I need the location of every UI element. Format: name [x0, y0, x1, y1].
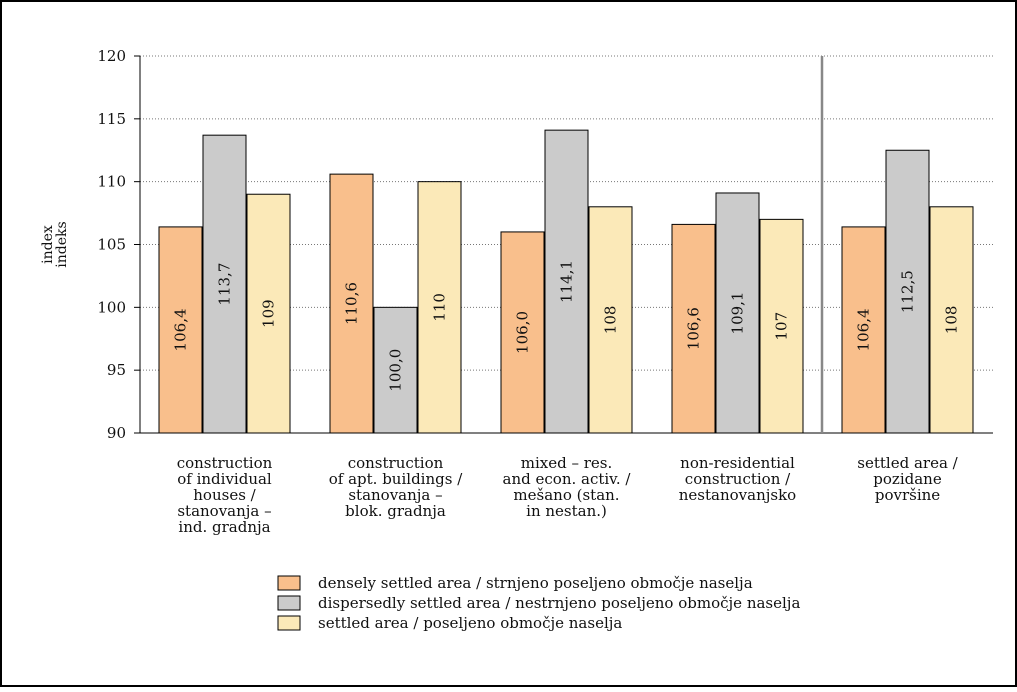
bar-value-label: 106,4	[172, 308, 190, 351]
x-category-label: construction of individual houses / stanova…	[177, 454, 273, 536]
legend-label: settled area / poseljeno območje naselja	[318, 614, 622, 632]
bar-value-label: 106,0	[514, 311, 532, 354]
y-tick-label: 95	[107, 361, 126, 379]
legend-label: densely settled area / strnjeno poseljen…	[318, 574, 753, 592]
bar	[841, 226, 886, 434]
x-category-label-line: settled area /	[857, 454, 958, 472]
bar	[329, 173, 374, 434]
x-category-label-line: construction /	[685, 470, 791, 488]
y-tick-label: 90	[107, 424, 126, 442]
x-category-label-line: pozidane	[873, 470, 942, 488]
legend-swatch	[277, 615, 301, 631]
bar-value-label: 109,1	[729, 292, 747, 335]
bar	[202, 134, 247, 434]
bar	[246, 193, 291, 434]
bar-value-label: 110,6	[343, 282, 361, 325]
bar-value-label: 113,7	[216, 263, 234, 306]
bar-value-label: 110	[431, 293, 449, 322]
y-axis-label: indexindeks	[40, 221, 70, 267]
x-category-label-line: and econ. activ. /	[503, 470, 632, 488]
bar	[158, 226, 203, 434]
y-tick-label: 120	[97, 47, 126, 65]
y-tick-label: 100	[97, 298, 126, 316]
bar-value-label: 114,1	[558, 260, 576, 303]
x-category-label-line: nestanovanjsko	[679, 486, 796, 504]
x-category-label: construction of apt. buildings / stanovanj…	[329, 454, 463, 520]
bar	[715, 192, 760, 434]
y-tick-label: 105	[97, 236, 126, 254]
bar	[588, 206, 633, 434]
bar	[417, 181, 462, 434]
bar	[759, 218, 804, 434]
x-category-label-line: construction	[177, 454, 273, 472]
x-category-label: settled area / pozidane površine	[857, 454, 958, 504]
bar-value-label: 108	[943, 306, 961, 335]
x-category-label-line: stanovanja –	[177, 502, 271, 520]
x-category-label-line: površine	[875, 486, 940, 504]
x-category-label-line: of apt. buildings /	[329, 470, 463, 488]
x-category-label-line: stanovanja –	[348, 486, 442, 504]
x-category-label-line: of individual	[177, 470, 272, 488]
x-category-label-line: ind. gradnja	[178, 518, 270, 536]
x-category-label: non-residential construction / nestanovanj…	[679, 454, 796, 504]
bar-value-label: 100,0	[387, 349, 405, 392]
x-category-label-line: non-residential	[680, 454, 795, 472]
x-category-label-line: blok. gradnja	[345, 502, 446, 520]
x-category-label-line: construction	[348, 454, 444, 472]
bar-value-label: 109	[260, 299, 278, 328]
bar	[885, 149, 930, 434]
x-category-label-line: mešano (stan.	[513, 486, 619, 504]
bar-value-label: 106,4	[855, 308, 873, 351]
x-category-label-line: houses /	[193, 486, 256, 504]
legend-swatch	[277, 595, 301, 611]
legend-swatch	[277, 575, 301, 591]
bar	[373, 306, 418, 434]
y-axis-label-line: index	[40, 225, 56, 264]
bar-value-label: 108	[602, 306, 620, 335]
x-category-label-line: in nestan.)	[526, 502, 607, 520]
y-tick-label: 110	[97, 173, 126, 191]
bar	[671, 223, 716, 434]
y-tick-label: 115	[97, 110, 126, 128]
bar-value-label: 112,5	[899, 270, 917, 313]
legend-label: dispersedly settled area / nestrnjeno po…	[318, 594, 800, 612]
bar	[929, 206, 974, 434]
bar-value-label: 106,6	[685, 307, 703, 350]
x-category-label-line: mixed – res.	[521, 454, 613, 472]
bar-value-label: 107	[773, 312, 791, 341]
y-axis-label-line: indeks	[54, 221, 70, 267]
x-category-label: mixed – res. and econ. activ. / mešano (st…	[503, 454, 632, 520]
